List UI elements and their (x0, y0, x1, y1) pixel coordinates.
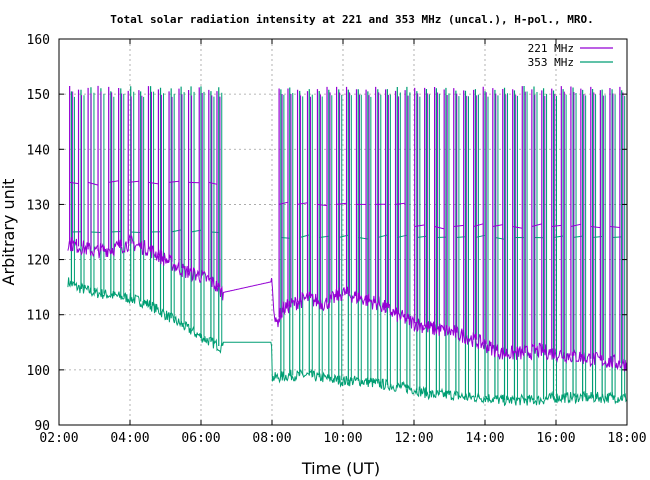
plateau-segment (87, 181, 99, 186)
plateau-segment (317, 203, 328, 207)
legend-label: 221 MHz (528, 42, 574, 55)
plateau-segment (171, 229, 182, 233)
plateau-segment (531, 223, 542, 227)
y-tick-label: 120 (27, 254, 50, 269)
y-tick-label: 130 (27, 198, 50, 213)
series-trace (67, 277, 628, 407)
series-trace (67, 234, 628, 372)
plateau-segment (297, 202, 308, 205)
plateau-segment (148, 181, 159, 185)
series-353-mhz (67, 86, 628, 407)
x-tick-label: 06:00 (181, 431, 220, 446)
legend-label: 353 MHz (528, 56, 574, 69)
y-tick-label: 90 (34, 419, 50, 434)
chart-title: Total solar radiation intensity at 221 a… (110, 13, 593, 26)
plateau-segment (69, 181, 79, 185)
plateau-segment (110, 231, 121, 233)
x-tick-label: 04:00 (110, 431, 149, 446)
plateau-segment (208, 181, 218, 185)
y-tick-label: 110 (27, 309, 50, 324)
plateau-segment (128, 180, 139, 183)
plateau-segment (570, 223, 582, 227)
plateau-segment (414, 224, 425, 227)
x-tick-label: 12:00 (394, 431, 433, 446)
y-tick-label: 160 (27, 33, 50, 48)
plateau-segment (168, 180, 180, 183)
plateau-segment (551, 224, 562, 227)
x-tick-label: 08:00 (252, 431, 291, 446)
x-tick-label: 14:00 (465, 431, 504, 446)
series-221-mhz (67, 85, 628, 372)
plateau-segment (278, 201, 289, 205)
axis-ticks: 02:00 04:00 06:00 08:00 10:00 12:00 14:00 16:00… (27, 33, 647, 446)
plateau-segment (395, 202, 406, 205)
plateau-segment (434, 226, 445, 230)
x-axis-label: Time (UT) (301, 459, 380, 478)
plateau-segment (473, 223, 484, 227)
plateau-segment (90, 231, 101, 233)
x-tick-label: 02:00 (39, 431, 78, 446)
y-tick-label: 140 (27, 143, 50, 158)
plateau-segment (108, 180, 119, 183)
y-axis-label: Arbitrary unit (0, 179, 18, 286)
series-layer (67, 85, 628, 407)
y-tick-label: 100 (27, 364, 50, 379)
plateau-segment (492, 224, 503, 227)
plateau-segment (609, 226, 620, 228)
plateau-segment (336, 202, 347, 205)
y-tick-label: 150 (27, 88, 50, 103)
x-tick-label: 18:00 (607, 431, 646, 446)
plateau-segment (453, 224, 464, 227)
plateau-segment (512, 226, 523, 229)
x-tick-label: 10:00 (323, 431, 362, 446)
plateau-segment (590, 226, 601, 229)
x-tick-label: 16:00 (536, 431, 575, 446)
